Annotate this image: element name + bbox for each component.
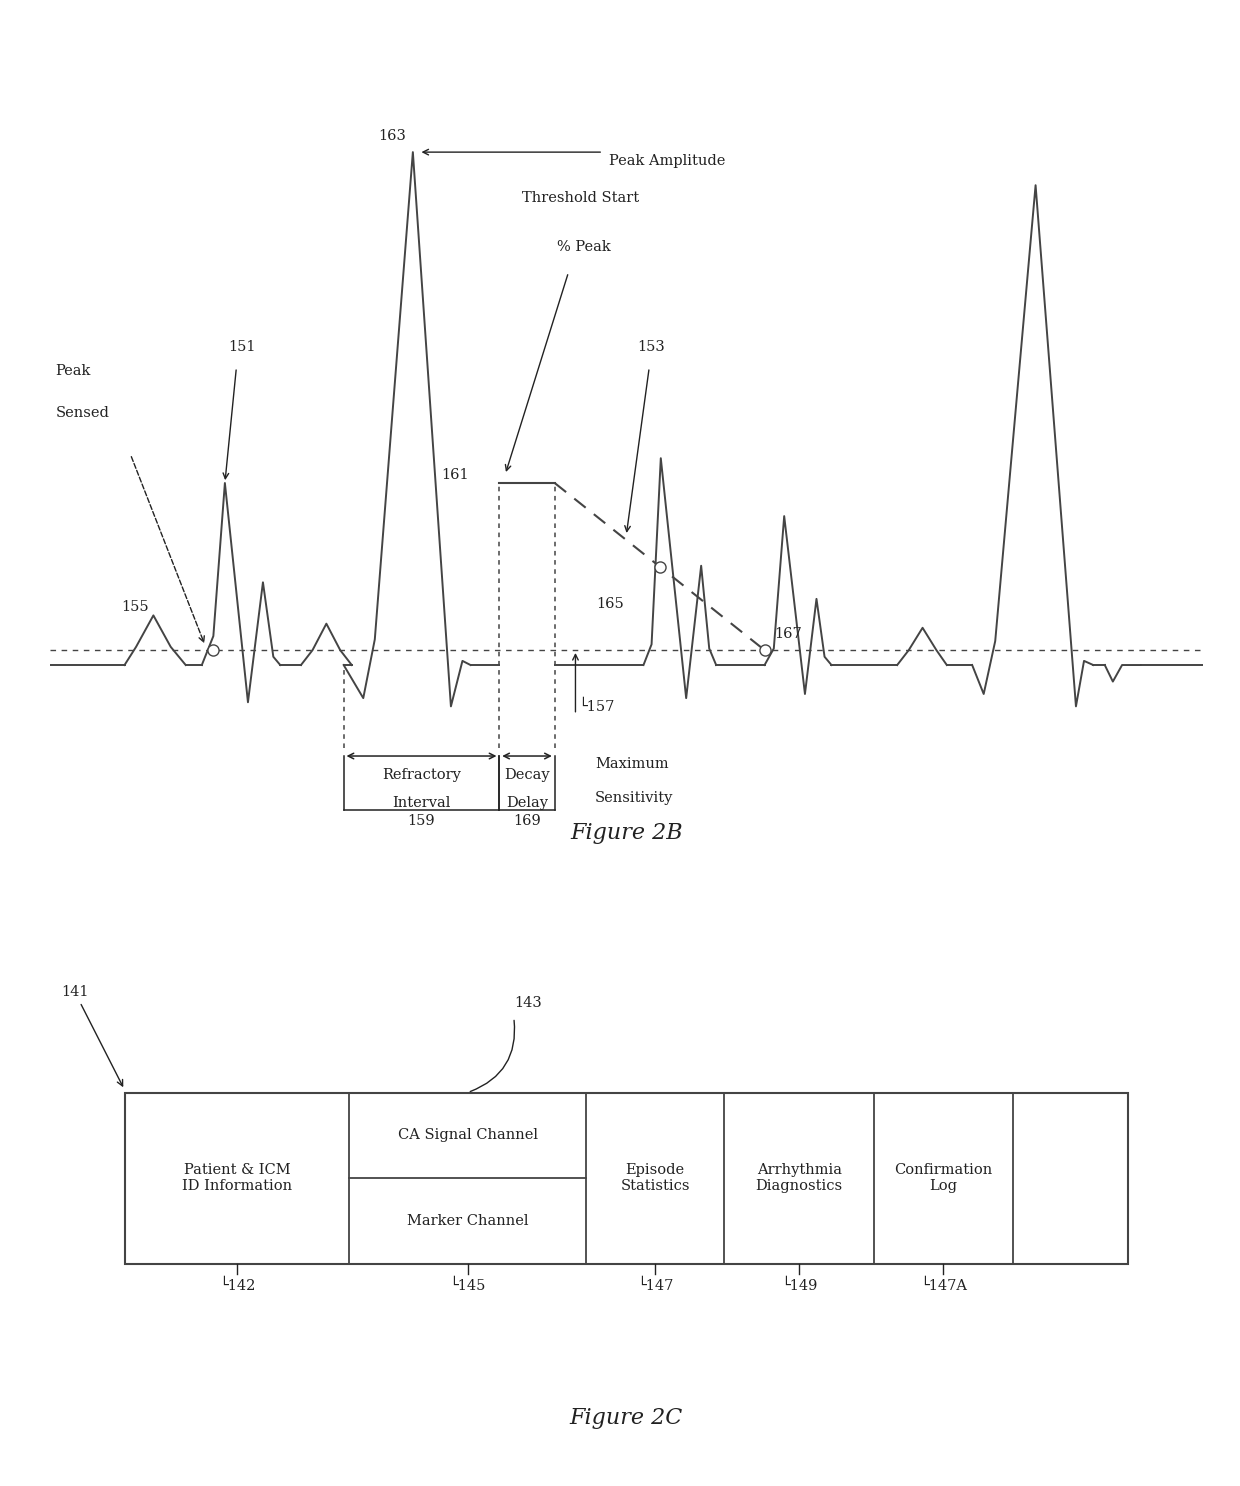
Text: 163: 163 <box>378 129 407 143</box>
Text: Confirmation
Log: Confirmation Log <box>894 1164 992 1193</box>
Text: Patient & ICM
ID Information: Patient & ICM ID Information <box>182 1164 293 1193</box>
Text: 143: 143 <box>513 996 542 1010</box>
Text: 141: 141 <box>61 985 123 1086</box>
Text: Refractory: Refractory <box>382 768 461 782</box>
Text: Delay: Delay <box>506 796 548 810</box>
Text: 155: 155 <box>122 600 149 614</box>
Text: CA Signal Channel: CA Signal Channel <box>398 1128 538 1143</box>
Text: Threshold Start: Threshold Start <box>522 190 640 205</box>
Text: 167: 167 <box>774 627 801 640</box>
Text: └149: └149 <box>781 1279 817 1293</box>
Text: └145: └145 <box>449 1279 486 1293</box>
Text: 159: 159 <box>408 814 435 828</box>
Text: └157: └157 <box>578 700 614 713</box>
Text: Interval: Interval <box>392 796 450 810</box>
Text: Figure 2C: Figure 2C <box>569 1407 683 1430</box>
Text: └147A: └147A <box>920 1279 967 1293</box>
Text: 169: 169 <box>513 814 541 828</box>
Text: 165: 165 <box>596 597 624 611</box>
Text: Peak Amplitude: Peak Amplitude <box>609 153 725 168</box>
Text: Decay: Decay <box>505 768 549 782</box>
Text: 161: 161 <box>441 468 469 481</box>
Text: 151: 151 <box>228 340 255 354</box>
Text: Maximum: Maximum <box>595 758 668 771</box>
Text: Figure 2B: Figure 2B <box>570 822 682 844</box>
Text: Sensed: Sensed <box>56 406 109 421</box>
Text: └142: └142 <box>218 1279 255 1293</box>
Text: Arrhythmia
Diagnostics: Arrhythmia Diagnostics <box>755 1164 843 1193</box>
Bar <box>124 1092 1128 1263</box>
Text: └147: └147 <box>637 1279 673 1293</box>
Text: Sensitivity: Sensitivity <box>595 791 673 804</box>
Text: % Peak: % Peak <box>557 241 611 254</box>
Text: Episode
Statistics: Episode Statistics <box>620 1164 689 1193</box>
Text: Peak: Peak <box>56 364 91 379</box>
Text: Marker Channel: Marker Channel <box>407 1214 528 1227</box>
Text: 153: 153 <box>637 340 666 354</box>
